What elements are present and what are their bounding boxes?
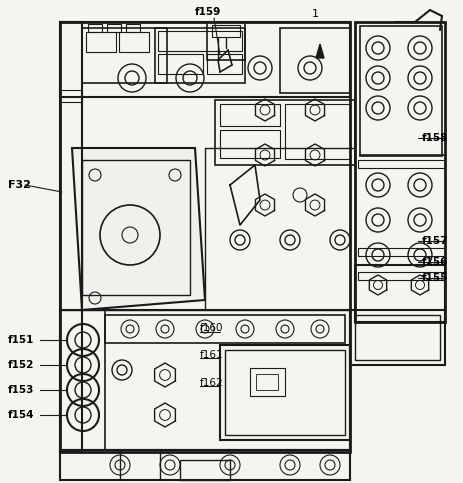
Bar <box>60 22 349 452</box>
Bar <box>357 248 444 256</box>
Text: f159: f159 <box>194 7 221 17</box>
Bar <box>359 26 441 156</box>
Bar <box>284 104 349 159</box>
Bar <box>225 350 344 435</box>
Bar <box>107 24 121 32</box>
Bar <box>105 315 344 343</box>
Bar <box>250 368 284 396</box>
Text: f160: f160 <box>200 323 223 333</box>
Bar <box>219 104 279 126</box>
Bar <box>60 310 105 450</box>
Text: f157: f157 <box>421 236 448 246</box>
Bar <box>206 22 244 60</box>
Text: f158: f158 <box>421 133 447 143</box>
Bar <box>126 24 140 32</box>
Bar <box>158 54 203 74</box>
Bar <box>354 315 439 360</box>
Text: f156: f156 <box>421 257 447 267</box>
Bar <box>82 28 167 83</box>
Bar <box>357 160 444 168</box>
Bar <box>119 32 149 52</box>
Text: f154: f154 <box>8 410 34 420</box>
Bar <box>256 374 277 390</box>
Text: f155: f155 <box>421 273 447 283</box>
Text: f162: f162 <box>200 378 223 388</box>
Bar <box>357 272 444 280</box>
Bar <box>219 130 279 158</box>
Bar <box>86 32 116 52</box>
Bar <box>279 28 349 93</box>
Bar <box>60 90 82 102</box>
Text: f153: f153 <box>8 385 34 395</box>
Bar <box>219 345 349 440</box>
Bar <box>214 100 354 165</box>
Polygon shape <box>315 44 323 58</box>
Bar <box>60 22 349 97</box>
Bar <box>155 28 244 83</box>
Bar <box>354 22 444 322</box>
Bar <box>82 160 189 295</box>
Text: f151: f151 <box>8 335 34 345</box>
Bar <box>60 310 349 450</box>
Bar <box>354 265 444 322</box>
Bar <box>60 22 82 452</box>
Bar <box>180 460 230 480</box>
Bar <box>206 54 242 74</box>
Bar <box>158 31 242 51</box>
Text: f161: f161 <box>200 350 223 360</box>
Bar <box>349 310 444 365</box>
Bar <box>212 25 239 37</box>
Bar <box>88 24 102 32</box>
Bar <box>60 450 349 480</box>
Polygon shape <box>72 148 205 310</box>
Text: F32: F32 <box>8 180 31 190</box>
Text: 1: 1 <box>311 9 319 19</box>
Text: f152: f152 <box>8 360 34 370</box>
